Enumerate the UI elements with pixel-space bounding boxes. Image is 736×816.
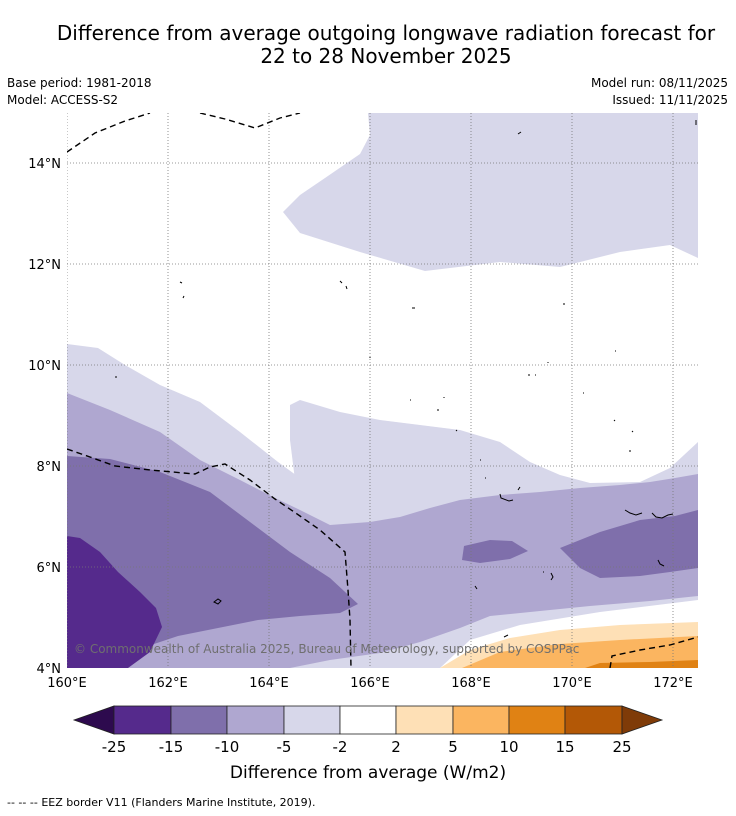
eez-border-west	[67, 448, 352, 668]
cb-tick-minus5: -5	[277, 738, 292, 756]
cb-tick-minus2: -2	[333, 738, 348, 756]
cb-tick-25: 25	[612, 738, 631, 756]
base-period: Base period: 1981-2018	[7, 76, 152, 90]
y-axis-ticks: 14°N 12°N 10°N 8°N 6°N 4°N	[28, 157, 61, 677]
cb-tick-minus10: -10	[215, 738, 240, 756]
eez-border-north	[67, 113, 301, 153]
band-minus15	[67, 536, 162, 668]
model-run: Model run: 08/11/2025	[590, 76, 728, 90]
meta-left: Base period: 1981-2018 Model: ACCESS-S2	[7, 75, 152, 109]
islands	[115, 120, 697, 638]
x-tick-172e: 172°E	[653, 676, 693, 691]
x-tick-160e: 160°E	[47, 676, 87, 691]
gridlines	[67, 113, 698, 668]
title-line-1: Difference from average outgoing longwav…	[56, 21, 716, 45]
eez-borders	[67, 113, 698, 668]
y-tick-4n: 4°N	[37, 662, 62, 677]
colorbar-ticks: -25 -15 -10 -5 -2 2 5 10 15 25	[102, 738, 632, 756]
colorbar-arrow-right	[621, 705, 664, 735]
footer-legend: -- -- -- EEZ border V11 (Flanders Marine…	[7, 796, 315, 809]
x-tick-164e: 164°E	[249, 676, 289, 691]
band-plus5	[462, 636, 698, 668]
colorbar-arrow-left	[72, 705, 115, 735]
eez-legend-symbol: -- -- --	[7, 796, 38, 809]
colorbar: -25 -15 -10 -5 -2 2 5 10 15 25 Differenc…	[72, 705, 664, 783]
x-tick-162e: 162°E	[148, 676, 188, 691]
eez-legend-text: EEZ border V11 (Flanders Marine Institut…	[41, 796, 316, 809]
x-tick-166e: 166°E	[350, 676, 390, 691]
y-tick-6n: 6°N	[37, 561, 62, 576]
x-tick-170e: 170°E	[552, 676, 592, 691]
map-plot-area: © Commonwealth of Australia 2025, Bureau…	[67, 113, 698, 668]
cb-tick-10: 10	[499, 738, 518, 756]
chart-title: Difference from average outgoing longwav…	[0, 22, 736, 68]
colorbar-label: Difference from average (W/m2)	[230, 763, 506, 783]
band-minus10-east	[560, 510, 698, 578]
y-tick-12n: 12°N	[28, 258, 61, 273]
colorbar-segment-8	[508, 705, 566, 735]
colorbar-segment-1	[113, 705, 172, 735]
y-tick-10n: 10°N	[28, 359, 61, 374]
cb-tick-5: 5	[448, 738, 458, 756]
colorbar-segment-7	[452, 705, 510, 735]
colorbar-segment-9	[564, 705, 623, 735]
y-tick-8n: 8°N	[37, 460, 62, 475]
colorbar-segment-6	[395, 705, 454, 735]
x-axis-ticks: 160°E 162°E 164°E 166°E 168°E 170°E 172°…	[47, 676, 693, 691]
band-minus10-center	[462, 540, 528, 563]
issued-date: Issued: 11/11/2025	[612, 93, 728, 107]
colorbar-segment-2	[170, 705, 228, 735]
colorbar-segment-4	[283, 705, 341, 735]
x-tick-168e: 168°E	[451, 676, 491, 691]
cb-tick-2: 2	[391, 738, 401, 756]
cb-tick-minus25: -25	[102, 738, 127, 756]
band-plus10	[585, 660, 698, 668]
band-minus2-north	[283, 113, 698, 271]
cb-tick-15: 15	[555, 738, 574, 756]
colorbar-segment-5	[339, 705, 397, 735]
title-line-2: 22 to 28 November 2025	[260, 44, 512, 68]
cb-tick-minus15: -15	[159, 738, 184, 756]
colorbar-segment-3	[226, 705, 285, 735]
meta-right: Model run: 08/11/2025 Issued: 11/11/2025	[591, 75, 728, 109]
copyright-notice: © Commonwealth of Australia 2025, Bureau…	[74, 642, 579, 656]
y-tick-14n: 14°N	[28, 157, 61, 172]
model-name: Model: ACCESS-S2	[7, 93, 119, 107]
eez-border-east	[609, 636, 698, 668]
